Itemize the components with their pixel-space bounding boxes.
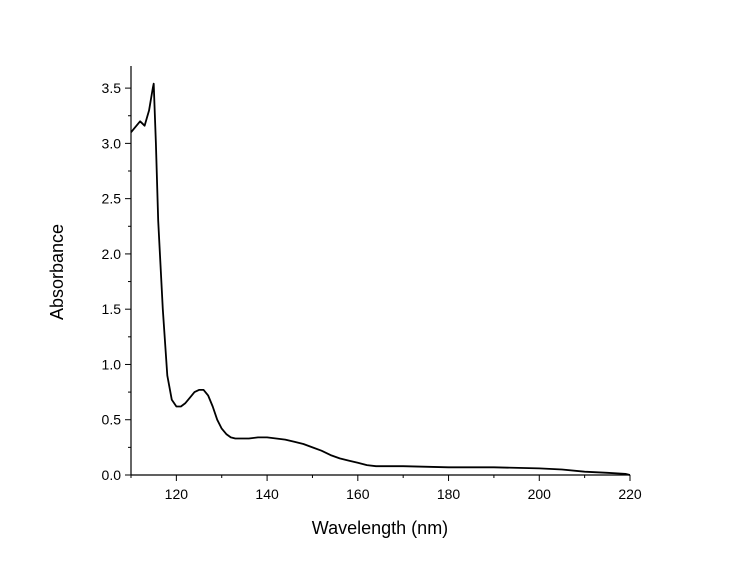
x-tick-label: 140 xyxy=(255,486,279,502)
y-tick-label: 3.0 xyxy=(102,135,122,151)
x-tick-label: 160 xyxy=(346,486,370,502)
y-tick-label: 0.0 xyxy=(102,467,122,483)
x-tick-label: 180 xyxy=(437,486,461,502)
x-tick-label: 120 xyxy=(165,486,189,502)
y-tick-label: 2.5 xyxy=(102,191,122,207)
y-tick-label: 1.0 xyxy=(102,356,122,372)
absorbance-series-line xyxy=(130,82,631,476)
x-tick-label: 200 xyxy=(528,486,552,502)
y-tick-label: 0.5 xyxy=(102,412,122,428)
tick-labels: 120 140 160 180 200 220 0.0 0.5 1.0 1.5 2.0 2.5 3.0 3… xyxy=(102,80,642,502)
y-axis-title: Absorbance xyxy=(47,224,67,320)
x-tick-label: 220 xyxy=(618,486,642,502)
y-tick-label: 3.5 xyxy=(102,80,122,96)
x-axis-title: Wavelength (nm) xyxy=(312,518,448,538)
plot-area xyxy=(130,82,631,476)
axes xyxy=(125,66,631,481)
y-tick-label: 1.5 xyxy=(102,301,122,317)
y-tick-label: 2.0 xyxy=(102,246,122,262)
